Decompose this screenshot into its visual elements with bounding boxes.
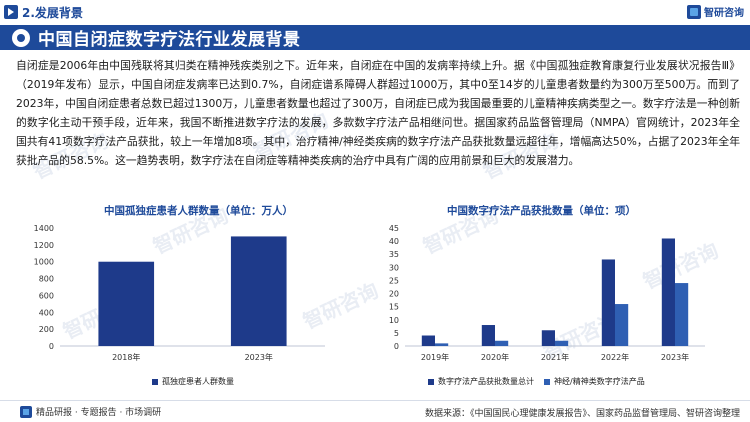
chart2-y-tick-label: 30 [389, 263, 399, 272]
section-marker-icon [4, 5, 18, 19]
chart2-plot: 0 5 10 15 20 25 30 35 40 45 2019年 2020年 2021年 2022年 20… [389, 224, 705, 362]
footer: 精品研报 · 专题报告 · 市场调研 数据来源：《中国国民心理健康发展报告》、国… [0, 400, 750, 422]
chart2-y-tick-label: 10 [389, 316, 399, 325]
chart2-bar-secondary [435, 343, 449, 346]
chart2-legend-label-neuro: 神经/精神类数字疗法产品 [554, 377, 645, 386]
chart1-plot: 0 200 400 600 800 1000 1200 1400 2018年 2023年 [34, 224, 325, 362]
chart1-bar-primary [98, 261, 155, 346]
chart1-y-tick-label: 1400 [34, 224, 54, 233]
chart1-y-tick-label: 200 [39, 325, 54, 334]
chart1-y-tick-label: 800 [39, 275, 54, 284]
chart1-title: 中国孤独症患者人群数量（单位：万人） [104, 205, 293, 217]
chart2-bar-primary [661, 238, 675, 346]
chart2-bar-secondary [675, 283, 689, 346]
chart2-bar-primary [601, 259, 615, 346]
chart2-y-tick-label: 45 [389, 224, 399, 233]
chart2-title: 中国数字疗法产品获批数量（单位：项） [447, 205, 636, 217]
chart2-bar-secondary [615, 304, 629, 346]
chart1-y-tick-label: 1200 [34, 241, 54, 250]
section-tag: 2.发展背景 [4, 3, 83, 21]
chart2-legend-label-total: 数字疗法产品获批数量总计 [438, 377, 534, 386]
chart2-y-tick-label: 5 [394, 329, 399, 338]
chart2-x-tick-label: 2023年 [661, 352, 689, 362]
chart1-y-tick-label: 600 [39, 291, 54, 300]
section-label: 2.发展背景 [22, 5, 83, 20]
page-title: 中国自闭症数字疗法行业发展背景 [38, 30, 301, 50]
chart1-bar-primary [230, 236, 287, 346]
brand-icon [687, 4, 701, 19]
chart2-x-tick-label: 2022年 [601, 352, 629, 362]
chart1-x-tick-label: 2018年 [112, 352, 140, 362]
footer-source: 数据来源：《中国国民心理健康发展报告》、国家药品监督管理局、智研咨询整理 [424, 409, 740, 419]
chart2-legend-swatch-neuro [544, 378, 550, 385]
chart1-legend: 孤独症患者人群数量 [152, 376, 234, 387]
brand-name: 智研咨询 [704, 8, 744, 19]
chart1-legend-swatch [152, 378, 158, 385]
chart1-legend-label: 孤独症患者人群数量 [162, 377, 234, 386]
chart1-y-tick-label: 1000 [34, 258, 54, 267]
chart2-legend-swatch-total [428, 378, 434, 385]
body-paragraph: 自闭症是2006年由中国残联将其归类在精神残疾类别之下。近年来，自闭症在中国的发… [16, 59, 740, 167]
chart2-bar-primary [421, 335, 435, 346]
chart2-bar-secondary [555, 340, 569, 346]
chart2-legend: 数字疗法产品获批数量总计 神经/精神类数字疗法产品 [428, 376, 645, 387]
chart1-y-tick-label: 400 [39, 308, 54, 317]
footer-tagline: 精品研报 · 专题报告 · 市场调研 [36, 408, 162, 418]
chart2-x-tick-label: 2019年 [421, 352, 449, 362]
title-bar: 中国自闭症数字疗法行业发展背景 [0, 25, 750, 50]
footer-logo-icon [20, 405, 32, 418]
chart1-x-tick-label: 2023年 [245, 352, 273, 362]
chart2-y-tick-label: 20 [389, 290, 399, 299]
brand-logo: 智研咨询 [687, 4, 744, 19]
top-bar: 2.发展背景 智研咨询 [0, 0, 750, 24]
chart2-bar-primary [481, 325, 495, 346]
chart2-y-tick-label: 25 [389, 276, 399, 285]
chart2-bar-primary [541, 330, 555, 346]
title-bullet-icon [12, 28, 30, 47]
chart2-x-tick-label: 2020年 [481, 352, 509, 362]
chart2-y-tick-label: 15 [389, 303, 399, 312]
chart2-x-tick-label: 2021年 [541, 352, 569, 362]
chart2-y-tick-label: 35 [389, 250, 399, 259]
chart2-y-tick-label: 40 [389, 237, 399, 246]
chart2-bar-secondary [495, 340, 509, 346]
chart2-y-tick-label: 0 [394, 342, 399, 351]
chart1-y-tick-label: 0 [49, 342, 54, 351]
